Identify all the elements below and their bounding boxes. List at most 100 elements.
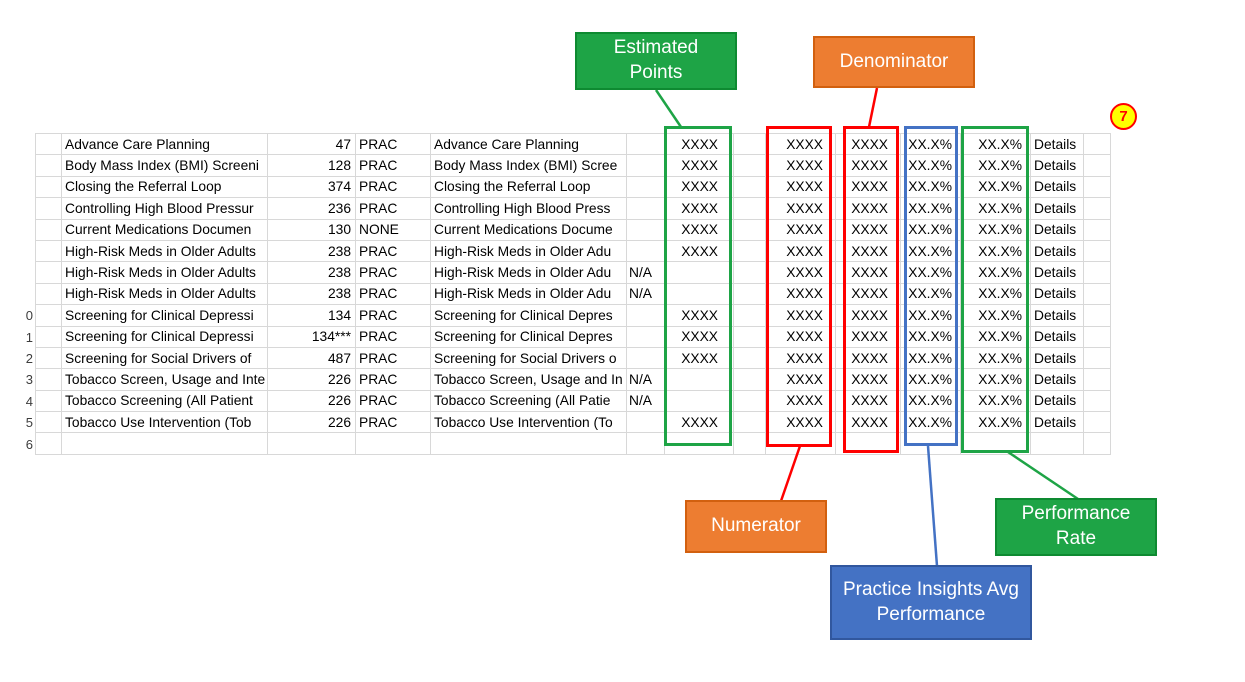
details-link[interactable]: Details — [1031, 219, 1084, 241]
denominator-cell[interactable]: XXXX — [836, 347, 901, 370]
measure-name-2-cell[interactable]: Screening for Clinical Depres — [431, 305, 627, 327]
measure-name-2-cell[interactable]: Controlling High Blood Press — [431, 198, 627, 220]
measure-id-cell[interactable]: 226 — [268, 369, 356, 391]
avg-performance-cell[interactable]: XX.X% — [901, 155, 961, 177]
details-link[interactable]: Details — [1031, 134, 1084, 156]
program-cell[interactable]: PRAC — [356, 198, 431, 220]
measure-name-2-cell[interactable] — [431, 433, 627, 455]
measure-id-cell[interactable]: 134 — [268, 305, 356, 327]
program-cell[interactable]: PRAC — [356, 347, 431, 370]
performance-rate-cell[interactable]: XX.X% — [961, 305, 1031, 327]
measure-name-cell[interactable]: High-Risk Meds in Older Adults — [62, 262, 268, 284]
estimated-points-cell[interactable]: XXXX — [665, 134, 734, 156]
program-cell[interactable]: PRAC — [356, 412, 431, 434]
estimated-points-cell[interactable]: XXXX — [665, 347, 734, 370]
performance-rate-cell[interactable]: XX.X% — [961, 155, 1031, 177]
na-cell[interactable] — [627, 412, 665, 434]
measure-id-cell[interactable]: 238 — [268, 240, 356, 263]
estimated-points-cell[interactable]: XXXX — [665, 198, 734, 220]
avg-performance-cell[interactable]: XX.X% — [901, 176, 961, 199]
details-link[interactable]: Details — [1031, 369, 1084, 391]
performance-rate-cell[interactable]: XX.X% — [961, 262, 1031, 284]
details-link[interactable]: Details — [1031, 240, 1084, 263]
avg-performance-cell[interactable] — [901, 433, 961, 455]
performance-rate-cell[interactable]: XX.X% — [961, 412, 1031, 434]
denominator-cell[interactable]: XXXX — [836, 262, 901, 284]
na-cell[interactable] — [627, 433, 665, 455]
measure-name-cell[interactable]: Body Mass Index (BMI) Screeni — [62, 155, 268, 177]
measure-name-2-cell[interactable]: Advance Care Planning — [431, 134, 627, 156]
details-link[interactable]: Details — [1031, 412, 1084, 434]
estimated-points-cell[interactable]: XXXX — [665, 176, 734, 199]
details-link[interactable]: Details — [1031, 305, 1084, 327]
measure-name-cell[interactable]: Screening for Clinical Depressi — [62, 305, 268, 327]
measure-id-cell[interactable] — [268, 433, 356, 455]
measure-name-cell[interactable]: Tobacco Use Intervention (Tob — [62, 412, 268, 434]
avg-performance-cell[interactable]: XX.X% — [901, 134, 961, 156]
na-cell[interactable]: N/A — [627, 262, 665, 284]
denominator-cell[interactable]: XXXX — [836, 369, 901, 391]
numerator-cell[interactable]: XXXX — [766, 412, 836, 434]
measure-id-cell[interactable]: 226 — [268, 390, 356, 413]
na-cell[interactable]: N/A — [627, 283, 665, 306]
avg-performance-cell[interactable]: XX.X% — [901, 326, 961, 348]
denominator-cell[interactable]: XXXX — [836, 326, 901, 348]
performance-rate-cell[interactable]: XX.X% — [961, 240, 1031, 263]
numerator-cell[interactable]: XXXX — [766, 305, 836, 327]
measure-name-2-cell[interactable]: Tobacco Use Intervention (To — [431, 412, 627, 434]
numerator-cell[interactable] — [766, 433, 836, 455]
denominator-cell[interactable]: XXXX — [836, 176, 901, 199]
measure-id-cell[interactable]: 238 — [268, 283, 356, 306]
avg-performance-cell[interactable]: XX.X% — [901, 369, 961, 391]
estimated-points-cell[interactable] — [665, 283, 734, 306]
na-cell[interactable] — [627, 134, 665, 156]
estimated-points-cell[interactable] — [665, 390, 734, 413]
denominator-cell[interactable]: XXXX — [836, 283, 901, 306]
program-cell[interactable]: PRAC — [356, 176, 431, 199]
denominator-cell[interactable]: XXXX — [836, 134, 901, 156]
details-link[interactable]: Details — [1031, 326, 1084, 348]
measure-name-cell[interactable]: Tobacco Screening (All Patient — [62, 390, 268, 413]
measure-id-cell[interactable]: 236 — [268, 198, 356, 220]
denominator-cell[interactable]: XXXX — [836, 219, 901, 241]
numerator-cell[interactable]: XXXX — [766, 283, 836, 306]
measure-id-cell[interactable]: 226 — [268, 412, 356, 434]
avg-performance-cell[interactable]: XX.X% — [901, 198, 961, 220]
numerator-cell[interactable]: XXXX — [766, 326, 836, 348]
estimated-points-cell[interactable]: XXXX — [665, 326, 734, 348]
estimated-points-cell[interactable]: XXXX — [665, 305, 734, 327]
numerator-cell[interactable]: XXXX — [766, 369, 836, 391]
measure-name-cell[interactable]: Screening for Social Drivers of — [62, 347, 268, 370]
performance-rate-cell[interactable]: XX.X% — [961, 347, 1031, 370]
estimated-points-cell[interactable]: XXXX — [665, 155, 734, 177]
program-cell[interactable]: PRAC — [356, 390, 431, 413]
estimated-points-cell[interactable] — [665, 369, 734, 391]
measure-name-2-cell[interactable]: Screening for Social Drivers o — [431, 347, 627, 370]
program-cell[interactable]: PRAC — [356, 283, 431, 306]
numerator-cell[interactable]: XXXX — [766, 262, 836, 284]
performance-rate-cell[interactable]: XX.X% — [961, 176, 1031, 199]
denominator-cell[interactable]: XXXX — [836, 412, 901, 434]
details-link[interactable]: Details — [1031, 198, 1084, 220]
measure-name-2-cell[interactable]: Tobacco Screening (All Patie — [431, 390, 627, 413]
numerator-cell[interactable]: XXXX — [766, 390, 836, 413]
measure-name-2-cell[interactable]: High-Risk Meds in Older Adu — [431, 262, 627, 284]
details-link[interactable]: Details — [1031, 262, 1084, 284]
performance-rate-cell[interactable]: XX.X% — [961, 369, 1031, 391]
na-cell[interactable] — [627, 176, 665, 199]
performance-rate-cell[interactable] — [961, 433, 1031, 455]
measure-id-cell[interactable]: 238 — [268, 262, 356, 284]
details-link[interactable]: Details — [1031, 283, 1084, 306]
measure-name-2-cell[interactable]: Current Medications Docume — [431, 219, 627, 241]
estimated-points-cell[interactable] — [665, 433, 734, 455]
numerator-cell[interactable]: XXXX — [766, 347, 836, 370]
na-cell[interactable]: N/A — [627, 390, 665, 413]
measure-name-cell[interactable]: Advance Care Planning — [62, 134, 268, 156]
details-link[interactable]: Details — [1031, 176, 1084, 199]
measure-id-cell[interactable]: 47 — [268, 134, 356, 156]
na-cell[interactable] — [627, 198, 665, 220]
program-cell[interactable]: PRAC — [356, 326, 431, 348]
performance-rate-cell[interactable]: XX.X% — [961, 283, 1031, 306]
measure-name-cell[interactable]: Screening for Clinical Depressi — [62, 326, 268, 348]
measure-name-2-cell[interactable]: High-Risk Meds in Older Adu — [431, 240, 627, 263]
